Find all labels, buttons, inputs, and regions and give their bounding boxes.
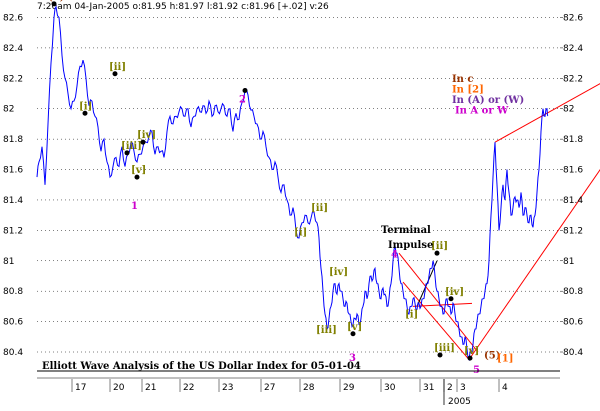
wave-pivot-dot [467,355,473,361]
wave-pivot-dot [134,174,140,180]
y-tick-label-left: 81.2 [3,226,23,236]
wave-label: 4 [391,250,398,261]
y-tick-label-left: 80.8 [3,287,23,297]
wave-pivot-dot [434,250,440,256]
y-tick-label-right: 81 [563,257,574,267]
trend-line [412,302,473,307]
y-tick-label-left: 81 [3,257,14,267]
wave-pivot-dot [448,296,454,302]
wave-pivot-dot [51,1,57,7]
wave-pivot-dot [350,331,356,337]
outlook-label: In [2] [452,85,484,96]
terminal-impulse-label: Terminal [381,225,431,236]
x-tick-label: 2 [447,383,453,393]
x-tick-label: 29 [343,383,355,393]
y-tick-label-right: 81.2 [563,226,583,236]
outlook-label: In A or W [455,106,509,117]
quote-header: 7:20am 04-Jan-2005 o:81.95 h:81.97 l:81.… [37,2,329,12]
y-tick-label-right: 80.8 [563,287,583,297]
y-tick-label-right: 80.6 [563,318,583,328]
wave-label: 3 [349,353,356,364]
trend-line [402,281,470,360]
y-tick-label-right: 81.8 [563,135,583,145]
y-tick-label-right: 82.4 [563,44,583,54]
trend-line [494,83,600,143]
wave-pivot-dot [112,71,118,77]
wave-label: [v] [464,346,479,357]
wave-label: [ii] [109,62,126,73]
wave-label: [1] [497,354,513,365]
wave-label: [ii] [311,203,328,214]
wave-label: (4) [48,0,64,3]
y-tick-label-left: 82.4 [3,44,23,54]
x-year-label: 2005 [448,397,471,407]
wave-pivot-dot [242,87,248,93]
x-tick-label: 21 [145,383,156,393]
x-tick-label: 27 [264,383,275,393]
wave-label: [iii] [434,343,455,354]
y-tick-label-right: 82.6 [563,14,583,24]
wave-label: [iv] [137,130,156,141]
price-line [36,5,549,362]
wave-pivot-dot [437,352,443,358]
x-tick-label: 23 [222,383,233,393]
wave-label: 1 [131,201,138,212]
chart-title: Elliott Wave Analysis of the US Dollar I… [42,361,361,372]
y-tick-label-left: 81.4 [3,196,23,206]
wave-label: [i] [79,101,92,112]
x-tick-label: 28 [303,383,315,393]
x-tick-label: 20 [113,383,125,393]
outlook-label: In (A) or (W) [452,95,524,106]
x-tick-label: 17 [75,383,86,393]
y-tick-label-left: 81.8 [3,135,23,145]
x-tick-label: 4 [502,383,508,393]
wave-label: 2 [239,94,246,105]
trend-line [398,252,479,353]
wave-label: [iii] [121,141,142,152]
y-tick-label-right: 82 [563,105,574,115]
y-tick-label-left: 80.4 [3,348,23,358]
y-tick-label-right: 81.6 [563,166,583,176]
wave-pivot-dot [124,150,130,156]
x-tick-label: 31 [423,383,434,393]
x-tick-label: 30 [384,383,396,393]
x-tick-label: 3 [460,383,466,393]
y-tick-label-right: 80.4 [563,348,583,358]
wave-label: [ii] [431,241,448,252]
wave-label: [i] [405,310,418,321]
wave-label: [iv] [329,267,348,278]
y-tick-label-right: 81.4 [563,196,583,206]
y-tick-label-left: 82.2 [3,74,23,84]
wave-label: [iii] [316,325,337,336]
wave-label: (5) [484,351,500,362]
outlook-label: In c [452,74,474,85]
y-tick-label-left: 82.6 [3,14,23,24]
trend-line [468,169,600,360]
x-tick-label: 22 [183,383,194,393]
y-tick-label-left: 81.6 [3,166,23,176]
wave-label: [iv] [445,287,464,298]
wave-pivot-dot [140,139,146,145]
terminal-impulse-label: Impulse [388,240,433,251]
wave-label: [v] [347,322,362,333]
wave-label: [v] [131,165,146,176]
y-tick-label-left: 82 [3,105,14,115]
wave-label: [i] [294,227,307,238]
y-tick-label-left: 80.6 [3,318,23,328]
wave-pivot-dot [82,110,88,116]
y-tick-label-right: 82.2 [563,74,583,84]
